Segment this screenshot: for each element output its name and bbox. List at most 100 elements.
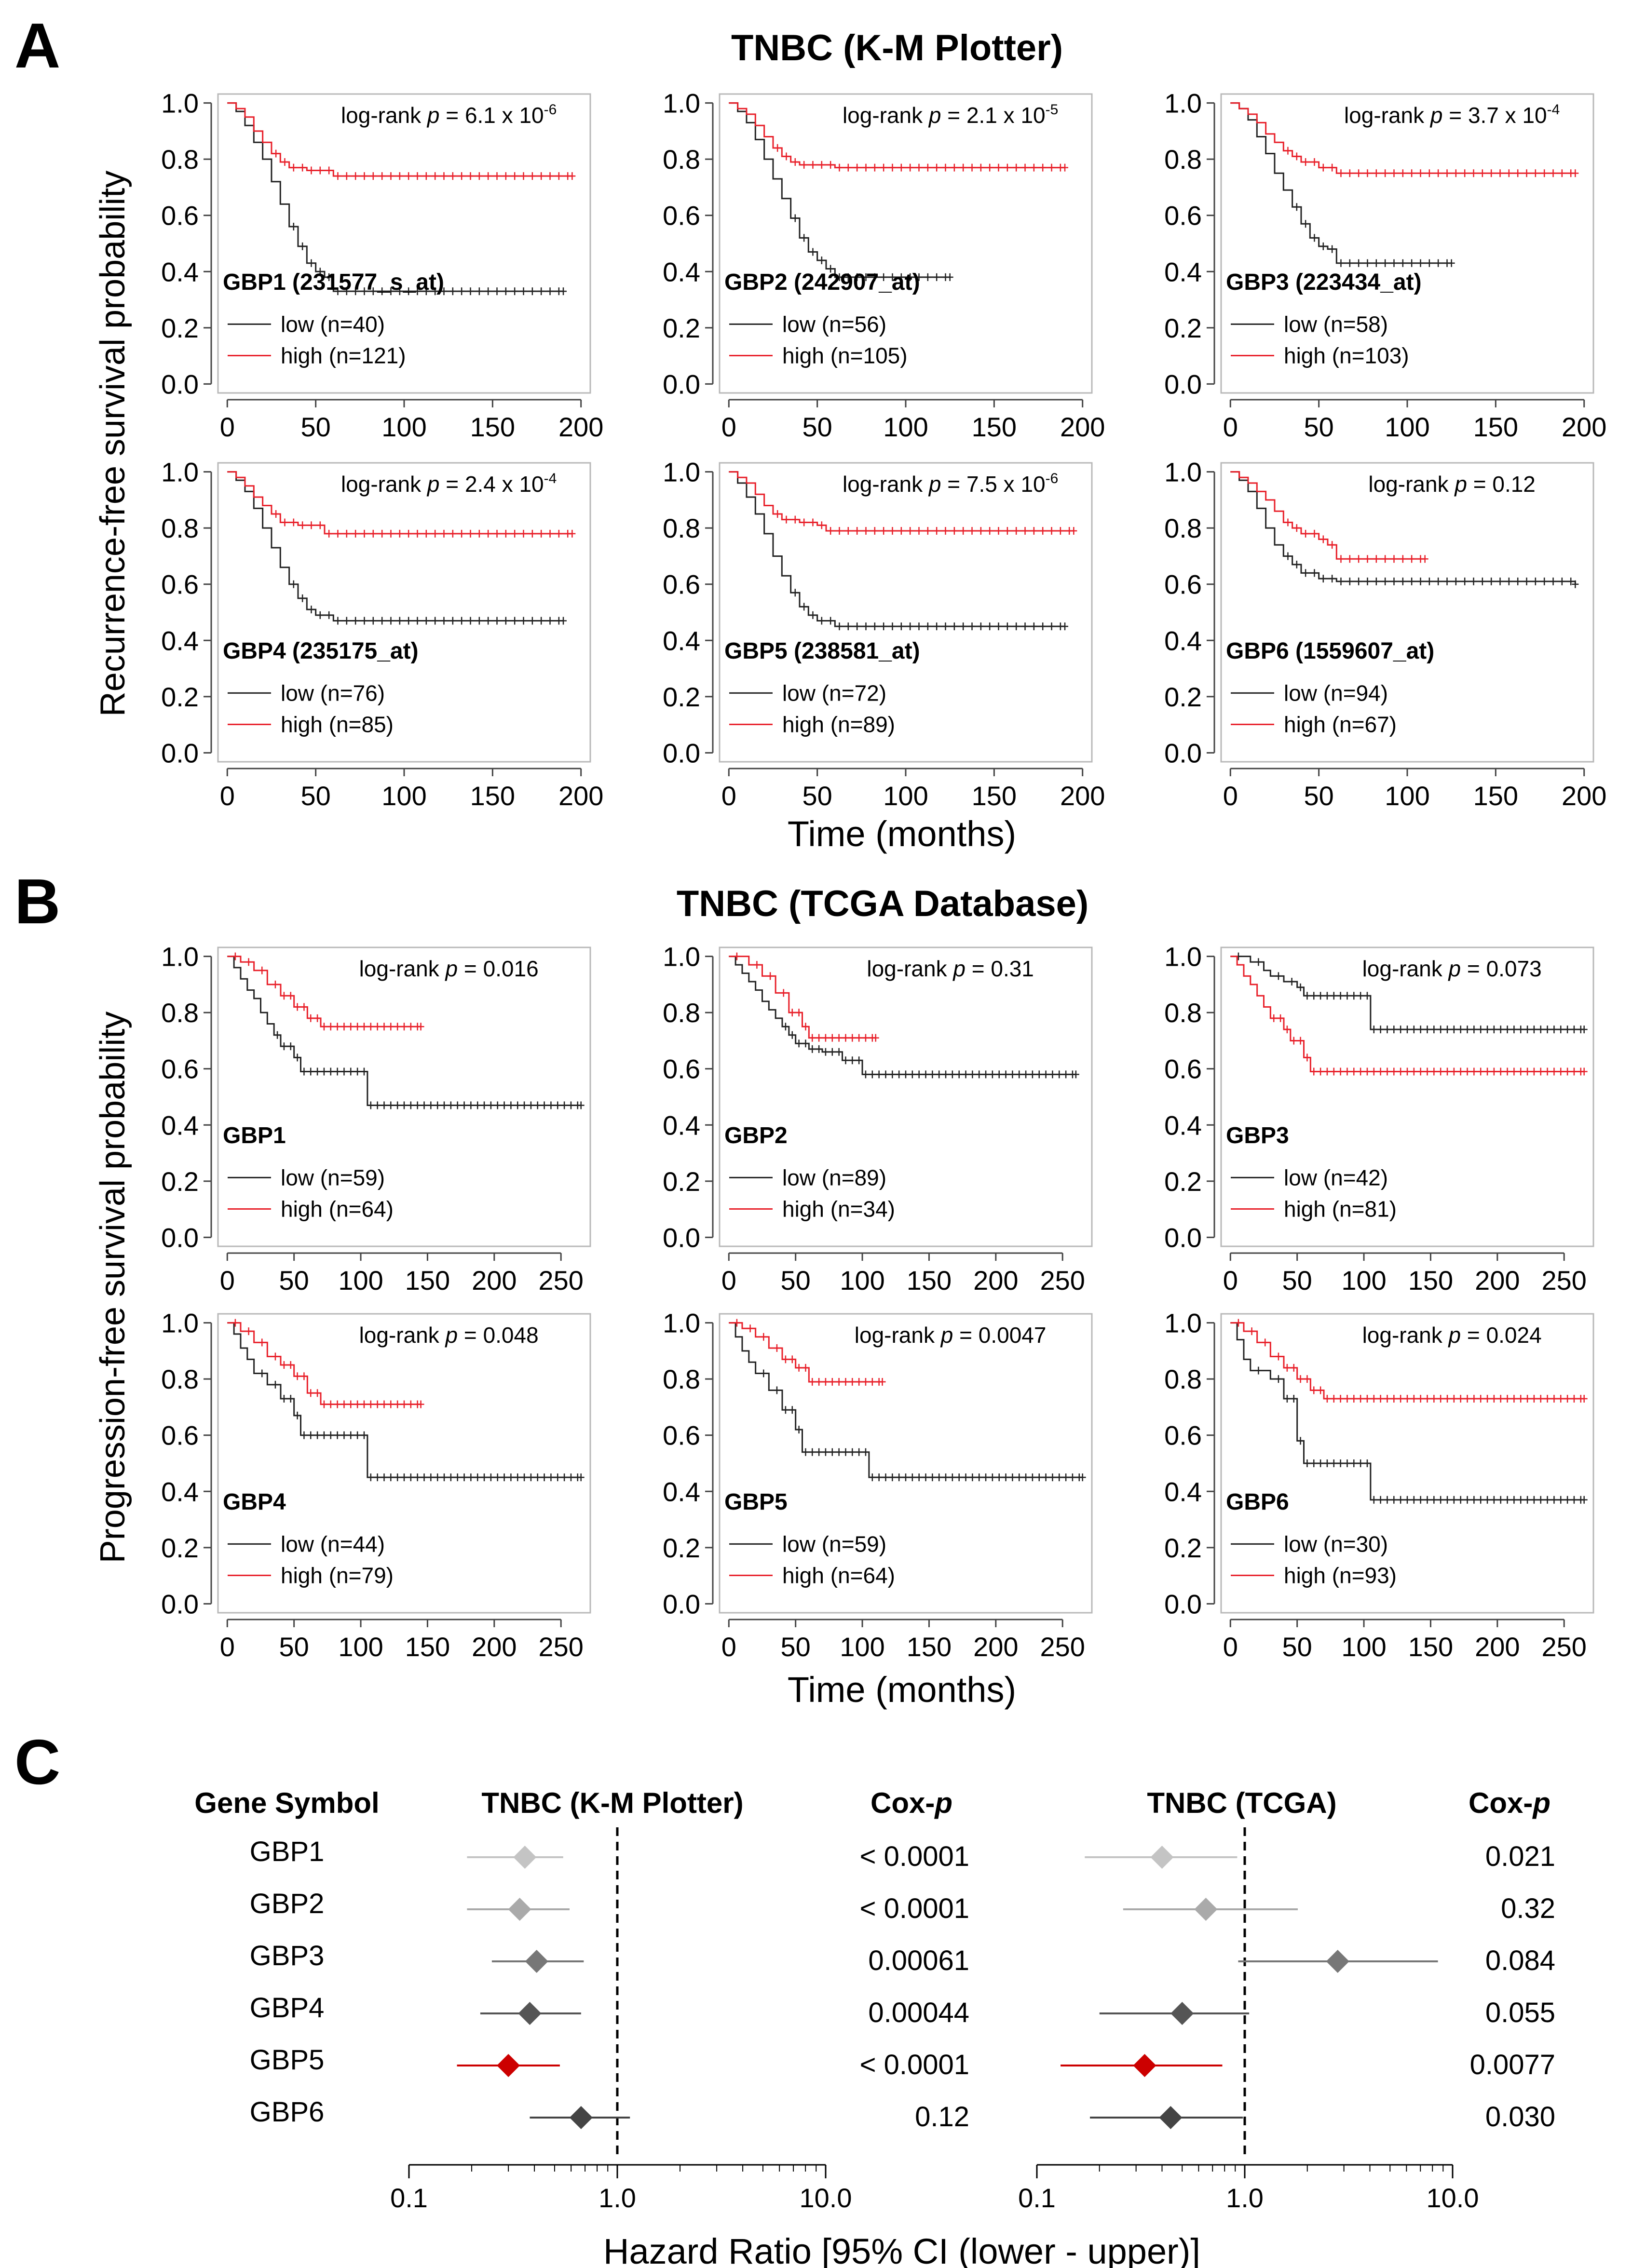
- header-cox-p-right: Cox-p: [1469, 1787, 1550, 1819]
- censor-mark: [327, 1400, 334, 1408]
- censor-mark: [995, 1473, 1003, 1482]
- panel-b-title: TNBC (TCGA Database): [677, 883, 1088, 924]
- censor-mark: [1430, 1394, 1438, 1403]
- x-tick-label: 150: [972, 412, 1017, 442]
- low-expression-curve: [227, 102, 564, 292]
- y-axis: 0.0 0.2 0.4 0.6 0.8 1.0: [161, 1308, 212, 1619]
- forest-row-gbp2: GBP2 < 0.0001 0.32: [250, 1888, 1555, 1924]
- censor-mark: [379, 529, 386, 538]
- censor-mark: [1488, 577, 1495, 585]
- censor-mark: [1344, 1394, 1351, 1403]
- censor-mark: [995, 622, 1002, 631]
- censor-mark: [307, 1389, 314, 1397]
- censor-mark: [1404, 1026, 1411, 1034]
- km-plot-a-3: 0.0 0.2 0.4 0.6 0.8 1.0 0 50 100 150 200 log-rank p…: [1164, 88, 1606, 442]
- censor-mark: [1013, 163, 1020, 172]
- high-expression-curve: [227, 102, 572, 177]
- forest-row-gbp5: GBP5 < 0.0001 0.0077: [250, 2044, 1555, 2080]
- censor-mark: [1370, 1026, 1377, 1034]
- censor-mark: [511, 172, 518, 180]
- censor-mark: [454, 1101, 461, 1109]
- x-tick-label: 150: [1473, 781, 1518, 811]
- x-axis: 0 50 100 150 200 250: [721, 1619, 1085, 1662]
- censor-mark: [1048, 526, 1055, 535]
- forest-x-axis-label: Hazard Ratio [95% CI (lower - upper)]: [603, 2231, 1200, 2268]
- x-tick-label: 100: [840, 1265, 884, 1296]
- high-censor-marks: [1284, 147, 1579, 177]
- censor-mark: [360, 1431, 367, 1439]
- censor-mark: [976, 1070, 983, 1079]
- censor-mark: [1370, 1067, 1377, 1076]
- censor-mark: [449, 287, 456, 296]
- low-censor-marks: [782, 1023, 1079, 1079]
- censor-mark: [343, 529, 350, 538]
- censor-mark: [555, 172, 562, 180]
- gene-label: GBP5 (238581_at): [724, 638, 920, 664]
- censor-mark: [1550, 1496, 1558, 1504]
- censor-mark: [960, 526, 967, 535]
- x-tick-label: 250: [1541, 1632, 1586, 1662]
- low-expression-curve: [729, 471, 1065, 627]
- x-tick-label: 150: [405, 1265, 450, 1296]
- censor-mark: [1364, 169, 1371, 177]
- cox-p-value-tcga: 0.32: [1501, 1893, 1555, 1924]
- censor-mark: [1290, 1037, 1297, 1045]
- censor-mark: [1541, 577, 1548, 585]
- y-tick-label: 1.0: [1164, 88, 1202, 119]
- header-cox-p-left: Cox-p: [870, 1787, 952, 1819]
- censor-mark: [791, 158, 799, 166]
- censor-mark: [809, 1448, 816, 1456]
- censor-mark: [1284, 518, 1292, 526]
- x-tick-label: 100: [381, 781, 426, 811]
- censor-mark: [774, 144, 781, 152]
- censor-mark: [326, 273, 333, 281]
- censor-mark: [809, 611, 816, 619]
- censor-mark: [440, 172, 448, 180]
- censor-mark: [1293, 560, 1300, 568]
- censor-mark: [1435, 259, 1442, 267]
- y-tick-label: 1.0: [161, 88, 199, 119]
- censor-mark: [1009, 1473, 1016, 1482]
- censor-mark: [316, 521, 324, 529]
- cox-p-value-km: 0.00044: [868, 1997, 969, 2028]
- censor-mark: [1457, 1026, 1464, 1034]
- censor-mark: [1049, 1473, 1056, 1482]
- plot-frame: [1220, 93, 1594, 394]
- censor-mark: [300, 1003, 308, 1011]
- y-tick-label: 0.4: [161, 256, 199, 287]
- y-tick-label: 0.2: [663, 1533, 700, 1563]
- censor-mark: [795, 1364, 802, 1372]
- y-tick-label: 0.2: [1164, 682, 1202, 712]
- censor-mark: [334, 529, 341, 538]
- censor-mark: [902, 1070, 909, 1079]
- cox-p-value-tcga: 0.084: [1485, 1945, 1555, 1976]
- censor-mark: [1330, 1394, 1337, 1403]
- censor-mark: [290, 580, 297, 588]
- y-tick-label: 0.4: [1164, 625, 1202, 656]
- censor-mark: [281, 518, 288, 526]
- y-tick-label: 0.0: [161, 1589, 199, 1619]
- censor-mark: [493, 172, 501, 180]
- censor-mark: [889, 273, 896, 281]
- censor-mark: [369, 529, 377, 538]
- censor-mark: [924, 622, 931, 631]
- censor-mark: [511, 529, 518, 538]
- censor-mark: [1417, 1067, 1424, 1076]
- censor-mark: [816, 1377, 823, 1386]
- censor-mark: [856, 1448, 863, 1456]
- censor-mark: [809, 248, 816, 256]
- censor-mark: [347, 1067, 354, 1076]
- censor-mark: [481, 1473, 488, 1482]
- censor-mark: [474, 1101, 481, 1109]
- censor-mark: [1461, 169, 1469, 177]
- censor-mark: [982, 1473, 990, 1482]
- forest-panel-tcga: 0.1 1.0 10.0: [1018, 1827, 1479, 2213]
- censor-mark: [1021, 622, 1029, 631]
- censor-mark: [414, 1473, 421, 1482]
- censor-mark: [1457, 1067, 1464, 1076]
- cox-p-value-km: < 0.0001: [860, 1841, 969, 1872]
- censor-mark: [340, 1067, 348, 1076]
- censor-mark: [836, 273, 843, 281]
- censor-mark: [849, 1448, 856, 1456]
- forest-row-gbp3: GBP3 0.00061 0.084: [250, 1940, 1555, 1976]
